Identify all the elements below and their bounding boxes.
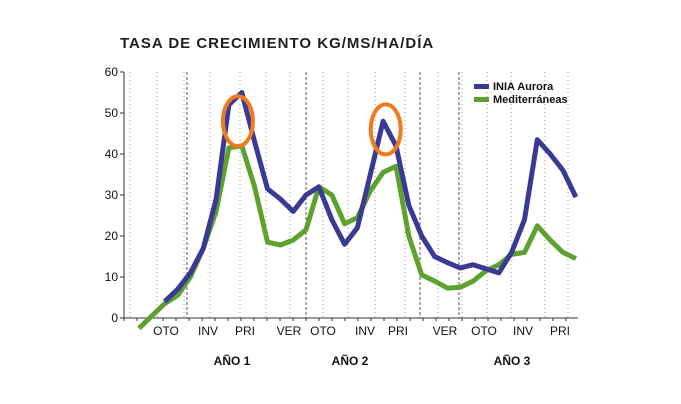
season-label: PRI (550, 324, 570, 338)
legend-label: Mediterráneas (493, 94, 568, 106)
season-label: VER (277, 324, 302, 338)
series-line-inia-aurora (162, 90, 579, 304)
season-label: VER (433, 324, 458, 338)
season-label: PRI (235, 324, 255, 338)
season-label: PRI (388, 324, 408, 338)
y-tick-label: 50 (105, 106, 119, 120)
legend-swatch (474, 84, 489, 89)
year-label: AÑO 3 (494, 353, 531, 368)
season-label: INV (198, 324, 218, 338)
y-tick-label: 60 (105, 65, 119, 79)
grid-layer (129, 72, 569, 318)
season-label: OTO (471, 324, 497, 338)
legend-swatch (474, 97, 489, 102)
highlight-circle (220, 94, 255, 149)
axis-layer (120, 71, 578, 321)
y-tick-label: 10 (105, 270, 119, 284)
season-label: INV (355, 324, 375, 338)
y-tick-label: 40 (105, 147, 119, 161)
y-tick-label: 30 (105, 188, 119, 202)
series-layer (137, 90, 579, 331)
chart-title: TASA DE CRECIMIENTO KG/MS/HA/DÍA (120, 35, 435, 52)
season-label: INV (513, 324, 533, 338)
year-label: AÑO 1 (214, 353, 251, 368)
annotation-layer (220, 94, 403, 157)
year-label: AÑO 2 (332, 353, 369, 368)
legend-label: INIA Aurora (493, 81, 554, 93)
season-label: OTO (153, 324, 179, 338)
season-label: OTO (310, 324, 336, 338)
label-layer: 0 10 20 30 40 50 60 OTO INV PRI VER OTO INV PRI VER OTO… (105, 65, 570, 368)
y-tick-label: 20 (105, 229, 119, 243)
y-tick-label: 0 (111, 311, 118, 325)
highlight-circle (368, 102, 403, 157)
